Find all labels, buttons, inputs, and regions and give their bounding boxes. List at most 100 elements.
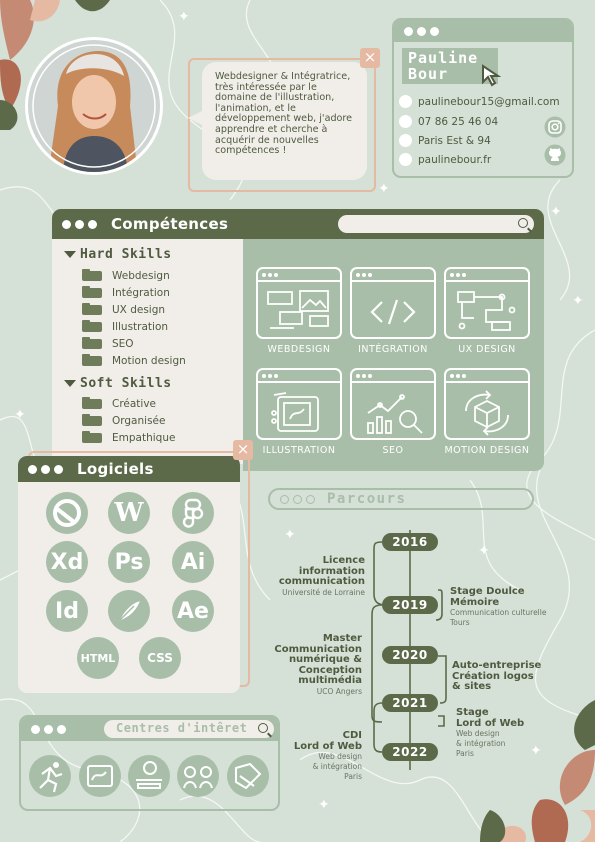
contact-window-bar	[394, 20, 572, 42]
entry-sub: Communication culturelle	[450, 608, 547, 617]
feather-logo-icon	[108, 590, 150, 632]
cursor-icon	[482, 64, 502, 87]
skill-label: Organisée	[112, 414, 166, 427]
sparkle-icon: ✦	[478, 543, 490, 559]
leaf-decoration-top	[0, 0, 110, 130]
contact-window: Pauline Bour	[392, 18, 574, 178]
hard-skills-list: Webdesign Intégration UX design Illustratio…	[82, 267, 186, 369]
sparkle-icon: ✦	[318, 797, 330, 813]
timeline-title: Parcours	[327, 491, 407, 507]
folder-icon	[82, 285, 102, 298]
timeline-year: 2016	[382, 533, 438, 551]
reading-icon	[227, 755, 269, 797]
sparkle-icon: ✦	[378, 181, 390, 197]
sparkle-icon: ✦	[14, 407, 26, 423]
leaf-decoration-bottom	[480, 700, 595, 842]
search-icon	[258, 723, 268, 733]
interests-search-input[interactable]: Centres d'intêret	[104, 720, 274, 738]
skill-card-label: MOTION DESIGN	[444, 445, 530, 456]
entry-line: Communication	[274, 643, 362, 655]
hard-skills-section: Hard Skills Webdesign Intégration UX desig…	[64, 247, 186, 369]
cube-rotate-icon	[465, 390, 509, 436]
entry-line: Lord of Web	[293, 740, 362, 752]
entry-sub: Web design	[318, 752, 362, 761]
entry-line: CDI	[342, 730, 362, 741]
sparkle-icon: ✦	[530, 743, 542, 759]
drawing-tablet-icon	[79, 755, 121, 797]
skills-search-input[interactable]	[338, 215, 534, 233]
triangle-down-icon	[64, 380, 76, 387]
contact-location: Paris Est & 94	[399, 134, 491, 147]
tablet-pen-icon	[271, 392, 319, 432]
entry-sub: UCO Angers	[316, 686, 362, 696]
soft-skills-list: Créative Organisée Empathique	[82, 395, 175, 446]
timeline-entry: Licence information communication Universit…	[279, 555, 365, 598]
entry-line: Lord of Web	[456, 717, 525, 729]
bio-bubble: Webdesigner & Intégratrice, très intéres…	[188, 62, 367, 180]
skill-item: UX design	[82, 301, 186, 318]
contact-website[interactable]: paulinebour.fr	[399, 153, 491, 166]
skill-item: Intégration	[82, 284, 186, 301]
hard-skills-heading[interactable]: Hard Skills	[64, 247, 186, 262]
timeline-entry: Stage Doulce Mémoire Communication culture…	[450, 586, 547, 628]
skill-card-label: WEBDESIGN	[267, 344, 331, 355]
skill-label: Intégration	[112, 286, 170, 299]
software-logo-icon: Id	[46, 590, 88, 632]
entry-line: Master	[322, 633, 362, 644]
soft-skills-section: Soft Skills Créative Organisée Empathique	[64, 376, 175, 446]
search-icon	[518, 218, 528, 228]
skill-item: Créative	[82, 395, 175, 412]
bullet-icon	[399, 153, 412, 166]
entry-line: Stage Doulce	[450, 586, 525, 597]
soft-skills-heading[interactable]: Soft Skills	[64, 376, 175, 391]
timeline-year: 2022	[382, 743, 438, 761]
entry-line: Auto-entreprise	[452, 660, 542, 671]
bio-text: Webdesigner & Intégratrice, très intéres…	[215, 71, 353, 157]
skill-item: Organisée	[82, 412, 175, 429]
entry-sub: Université de Lorraine	[282, 587, 365, 597]
interests-icons	[29, 755, 269, 797]
folder-icon	[82, 319, 102, 332]
card-motion-design	[444, 368, 530, 440]
running-icon	[29, 755, 71, 797]
skill-label: UX design	[112, 303, 166, 316]
timeline-year: 2021	[382, 694, 438, 712]
name-first: Pauline	[408, 49, 479, 67]
entry-line: Licence	[322, 555, 365, 566]
skill-card-label: INTÉGRATION	[358, 344, 428, 355]
name-last: Bour	[408, 65, 449, 83]
timeline-header: Parcours	[268, 488, 534, 510]
software-logo-icon: Ps	[108, 541, 150, 583]
sparkle-icon: ✦	[178, 9, 190, 25]
timeline-entry: CDI Lord of Web Web design & intégration Par…	[293, 730, 362, 782]
skill-item: Motion design	[82, 352, 186, 369]
skill-label: Webdesign	[112, 269, 170, 282]
entry-line: numérique &	[288, 654, 362, 665]
contact-phone[interactable]: 07 86 25 46 04	[399, 115, 498, 128]
entry-line: Stage	[456, 707, 489, 718]
software-close-icon[interactable]: ×	[233, 440, 253, 460]
skill-item: Webdesign	[82, 267, 186, 284]
timeline-entry: Master Communication numérique & Conception…	[274, 633, 362, 697]
skill-card-label: SEO	[382, 445, 404, 456]
software-logo-icon: HTML	[77, 637, 119, 679]
cooking-icon	[128, 755, 170, 797]
sparkle-icon: ✦	[550, 204, 562, 220]
ux-flow-icon	[457, 291, 516, 331]
bio-close-icon[interactable]: ×	[360, 48, 380, 68]
timeline-year: 2019	[382, 596, 438, 614]
timeline-entry: Stage Lord of Web Web design & intégration P…	[456, 707, 525, 759]
github-icon[interactable]	[544, 144, 566, 166]
contact-email[interactable]: paulinebour15@gmail.com	[399, 95, 560, 108]
seo-chart-icon	[367, 394, 423, 434]
skill-card-label: ILLUSTRATION	[262, 445, 336, 456]
entry-sub: & intégration	[312, 762, 362, 771]
card-ux-design	[444, 267, 530, 339]
code-icon	[370, 299, 416, 325]
bullet-icon	[399, 134, 412, 147]
instagram-icon[interactable]	[544, 116, 566, 138]
timeline-year: 2020	[382, 646, 438, 664]
skill-item: SEO	[82, 335, 186, 352]
avatar	[25, 37, 163, 175]
